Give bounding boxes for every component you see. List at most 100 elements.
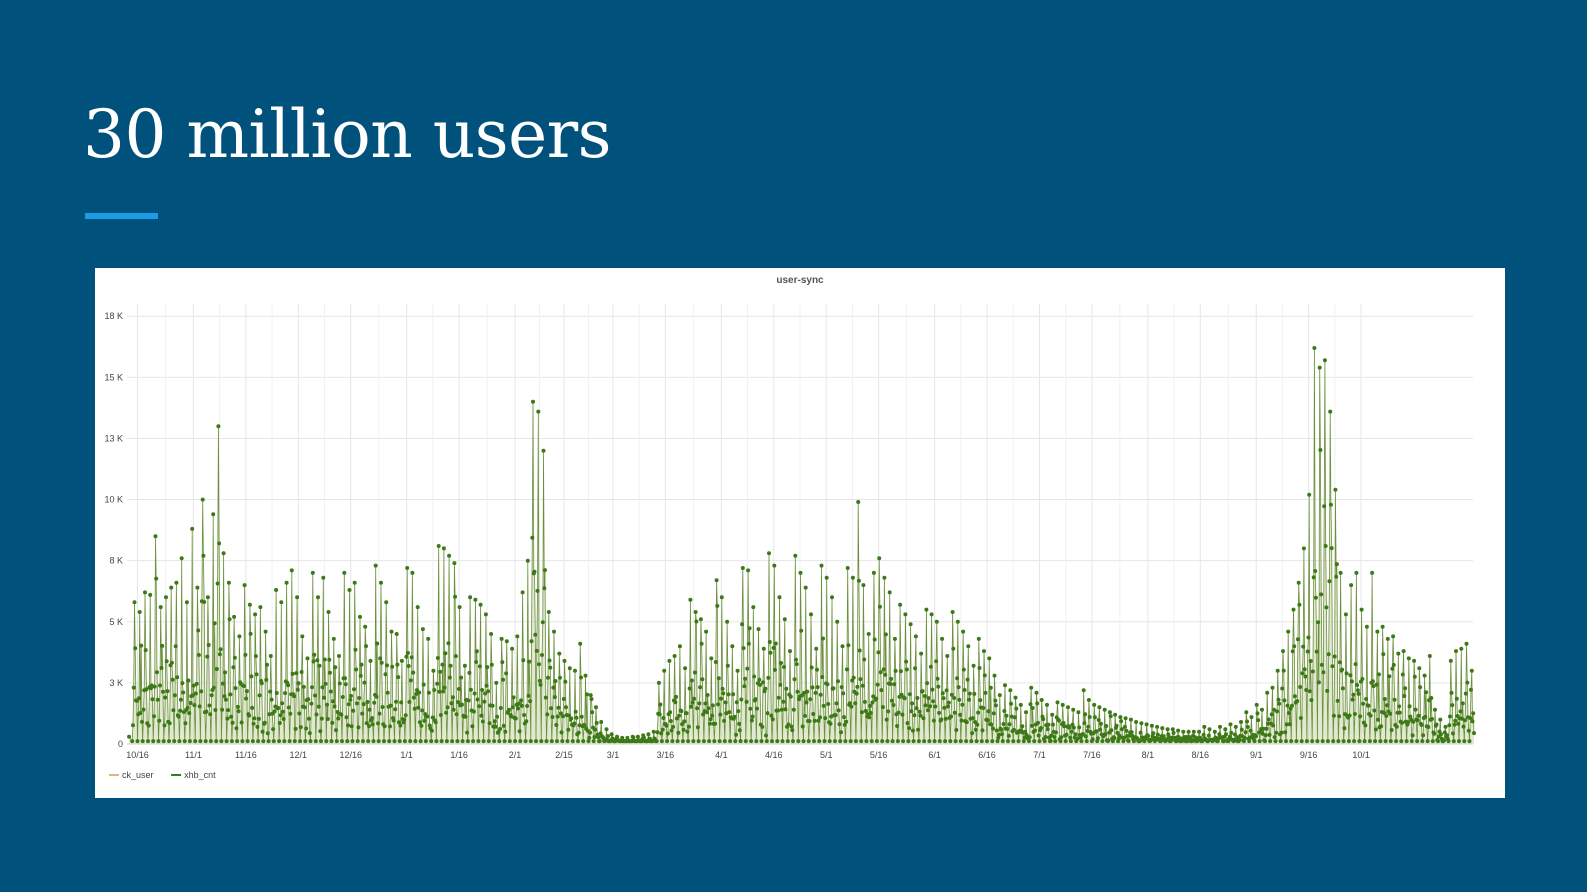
xhb-cnt-point — [779, 661, 783, 665]
xhb-cnt-point — [731, 692, 736, 697]
xhb-cnt-point — [1363, 723, 1368, 728]
xhb-cnt-point — [459, 675, 464, 680]
xhb-cnt-point — [471, 709, 476, 714]
xhb-cnt-point — [429, 739, 434, 744]
xhb-cnt-point — [725, 663, 730, 668]
xhb-cnt-point — [705, 693, 710, 697]
xhb-cnt-point — [1257, 739, 1262, 744]
xhb-cnt-point — [770, 717, 775, 722]
xhb-cnt-point — [185, 705, 190, 710]
xhb-cnt-point — [175, 675, 180, 680]
xhb-cnt-point — [195, 585, 200, 590]
x-tick-label: 8/1 — [1142, 750, 1155, 760]
xhb-cnt-point — [758, 682, 762, 687]
xhb-cnt-point — [180, 681, 185, 686]
xhb-cnt-point — [1355, 683, 1360, 687]
xhb-cnt-point — [196, 628, 201, 633]
xhb-cnt-point — [1385, 703, 1390, 708]
xhb-cnt-point — [1451, 739, 1456, 744]
xhb-cnt-point — [892, 682, 897, 687]
xhb-cnt-point — [392, 739, 397, 744]
xhb-cnt-point — [670, 739, 675, 744]
xhb-cnt-point — [1442, 738, 1446, 743]
xhb-cnt-point — [1263, 739, 1267, 744]
xhb-cnt-point — [782, 617, 787, 622]
xhb-cnt-point — [265, 662, 270, 667]
xhb-cnt-point — [237, 634, 242, 639]
xhb-cnt-point — [408, 678, 413, 683]
xhb-cnt-point — [543, 568, 547, 573]
xhb-cnt-point — [1102, 707, 1107, 712]
xhb-cnt-point — [314, 712, 319, 717]
xhb-cnt-point — [1087, 715, 1092, 719]
xhb-cnt-point — [262, 720, 267, 725]
xhb-cnt-point — [1442, 730, 1447, 735]
xhb-cnt-point — [654, 739, 659, 744]
xhb-cnt-point — [767, 551, 771, 556]
xhb-cnt-point — [229, 714, 234, 719]
xhb-cnt-point — [986, 709, 991, 714]
xhb-cnt-point — [967, 697, 972, 702]
xhb-cnt-point — [1462, 739, 1467, 744]
xhb-cnt-point — [462, 663, 467, 668]
xhb-cnt-point — [243, 652, 248, 657]
xhb-cnt-point — [255, 724, 260, 729]
xhb-cnt-point — [477, 704, 482, 709]
xhb-cnt-point — [686, 724, 691, 729]
chart-legend[interactable]: ck_user xhb_cnt — [109, 770, 216, 780]
xhb-cnt-point — [182, 739, 187, 744]
xhb-cnt-point — [202, 600, 207, 604]
xhb-cnt-point — [1396, 651, 1401, 656]
slide-title: 30 million users — [83, 96, 612, 173]
xhb-cnt-point — [447, 553, 452, 558]
xhb-cnt-point — [1387, 674, 1392, 679]
xhb-cnt-point — [1191, 729, 1196, 734]
xhb-cnt-point — [1372, 708, 1377, 713]
xhb-cnt-point — [1326, 652, 1331, 657]
xhb-cnt-point — [1348, 673, 1353, 678]
xhb-cnt-point — [519, 698, 524, 703]
xhb-cnt-point — [390, 664, 395, 669]
xhb-cnt-point — [456, 700, 461, 705]
xhb-cnt-point — [531, 399, 535, 404]
xhb-cnt-point — [769, 713, 774, 718]
xhb-cnt-point — [518, 739, 523, 744]
xhb-cnt-point — [1460, 716, 1464, 721]
xhb-cnt-point — [497, 739, 502, 744]
xhb-cnt-point — [803, 713, 807, 718]
xhb-cnt-point — [167, 739, 171, 744]
xhb-cnt-point — [1311, 575, 1316, 580]
xhb-cnt-point — [1356, 691, 1361, 696]
xhb-cnt-point — [440, 662, 445, 667]
xhb-cnt-point — [907, 726, 912, 731]
xhb-cnt-point — [311, 659, 316, 664]
xhb-cnt-point — [676, 730, 681, 735]
xhb-cnt-point — [793, 553, 798, 558]
xhb-cnt-point — [542, 586, 547, 591]
xhb-cnt-point — [178, 708, 183, 713]
xhb-cnt-point — [280, 701, 285, 706]
xhb-cnt-point — [509, 714, 514, 719]
xhb-cnt-point — [1333, 487, 1338, 492]
xhb-cnt-point — [370, 716, 374, 721]
xhb-cnt-point — [914, 706, 919, 711]
xhb-cnt-point — [872, 637, 877, 642]
xhb-cnt-point — [554, 723, 559, 727]
xhb-cnt-point — [249, 674, 254, 679]
xhb-cnt-point — [267, 712, 272, 717]
xhb-cnt-point — [258, 605, 263, 610]
xhb-cnt-point — [227, 617, 232, 622]
xhb-cnt-point — [867, 715, 872, 720]
xhb-cnt-point — [1471, 711, 1476, 716]
xhb-cnt-point — [1126, 739, 1131, 744]
xhb-cnt-point — [708, 717, 713, 722]
xhb-cnt-point — [589, 697, 594, 701]
xhb-cnt-point — [306, 697, 311, 702]
xhb-cnt-point — [742, 684, 747, 689]
xhb-cnt-point — [350, 739, 355, 744]
xhb-cnt-point — [818, 715, 822, 720]
xhb-cnt-point — [214, 667, 219, 671]
xhb-cnt-point — [1382, 710, 1387, 715]
xhb-cnt-point — [1084, 739, 1089, 744]
xhb-cnt-point — [489, 662, 494, 667]
